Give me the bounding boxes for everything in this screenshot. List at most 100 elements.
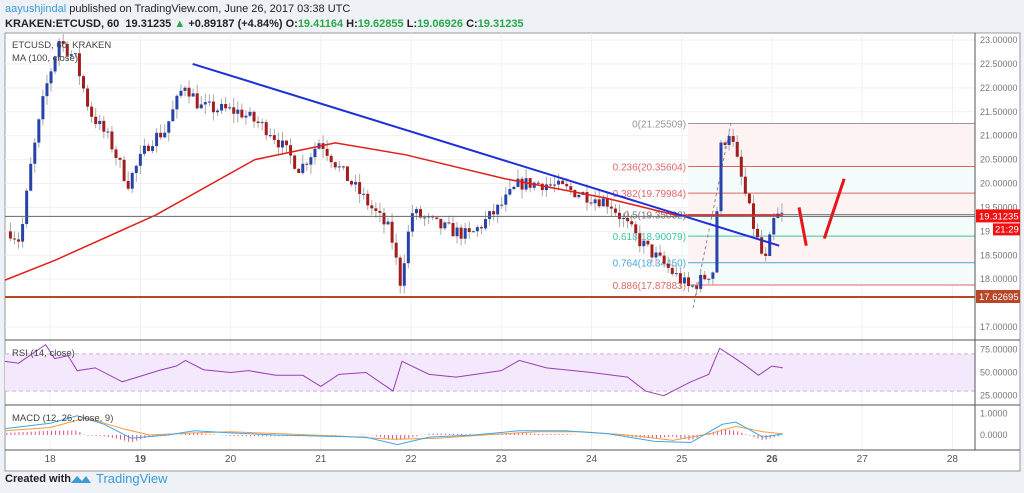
candle bbox=[739, 156, 743, 177]
candle bbox=[146, 145, 150, 151]
candle bbox=[703, 274, 707, 280]
candle bbox=[756, 228, 760, 238]
fib-zone bbox=[688, 236, 975, 263]
candle bbox=[670, 267, 674, 274]
candle bbox=[557, 180, 561, 185]
candle bbox=[25, 190, 29, 224]
candle bbox=[760, 237, 764, 254]
candle bbox=[73, 53, 77, 55]
candle bbox=[467, 228, 471, 232]
candle bbox=[622, 218, 626, 220]
candle bbox=[77, 53, 81, 77]
candle bbox=[646, 240, 650, 245]
tradingview-logo[interactable]: TradingView bbox=[70, 471, 168, 486]
y-tick-label: 19 bbox=[980, 226, 990, 236]
candle bbox=[354, 182, 358, 185]
candle bbox=[159, 132, 163, 138]
fib-zone bbox=[688, 166, 975, 194]
candle bbox=[45, 83, 49, 97]
countdown-tag bbox=[993, 223, 1020, 236]
candle bbox=[329, 155, 333, 163]
candle bbox=[707, 278, 711, 280]
candle bbox=[565, 184, 569, 187]
candle bbox=[41, 96, 45, 120]
candle bbox=[86, 88, 90, 107]
candle bbox=[151, 146, 155, 151]
candle bbox=[195, 93, 199, 109]
candle bbox=[687, 277, 691, 287]
author-link[interactable]: aayushjindal bbox=[5, 3, 67, 15]
candle bbox=[402, 263, 406, 286]
open-label: O: bbox=[285, 18, 298, 30]
last-price-tag bbox=[976, 209, 1020, 223]
candle bbox=[532, 182, 536, 188]
candle bbox=[723, 142, 727, 146]
rsi-tick-label: 50.00000 bbox=[980, 368, 1018, 378]
candle bbox=[520, 178, 524, 190]
y-tick-label: 21.50000 bbox=[980, 107, 1018, 117]
candle bbox=[642, 240, 646, 247]
low-value: 19.06926 bbox=[417, 18, 463, 30]
created-with: Created with bbox=[5, 473, 72, 485]
ma-line bbox=[4, 142, 783, 281]
candle bbox=[410, 213, 414, 232]
fib-level-label: 0.764(18.34450) bbox=[613, 259, 686, 270]
candle bbox=[443, 222, 447, 229]
candle bbox=[37, 119, 41, 143]
candle bbox=[695, 285, 699, 289]
high-label: H: bbox=[346, 18, 358, 30]
candle bbox=[536, 182, 540, 184]
fib-level-label: 0.618(18.90079) bbox=[613, 232, 686, 243]
candle bbox=[187, 87, 191, 97]
candle bbox=[691, 285, 695, 287]
fib-level-label: 0.236(20.35604) bbox=[613, 162, 686, 173]
candle bbox=[593, 199, 597, 204]
macd-tick-label: 1.0000 bbox=[980, 409, 1008, 419]
candle bbox=[597, 199, 601, 207]
candle bbox=[134, 165, 138, 173]
candle bbox=[309, 157, 313, 165]
candle bbox=[398, 257, 402, 286]
high-value: 19.62855 bbox=[357, 18, 404, 30]
rsi-tick-label: 75.00000 bbox=[980, 344, 1018, 354]
candle bbox=[504, 194, 508, 205]
candle bbox=[455, 227, 459, 237]
candle bbox=[451, 223, 455, 237]
candle bbox=[49, 71, 53, 84]
candle bbox=[248, 111, 252, 116]
x-tick-label: 25 bbox=[676, 454, 688, 465]
countdown-label: 21:29 bbox=[995, 224, 1019, 235]
close-value: 19.31235 bbox=[477, 18, 524, 30]
candle bbox=[658, 252, 662, 256]
macd-line bbox=[4, 415, 783, 446]
candle bbox=[61, 41, 65, 44]
fib-zone bbox=[688, 123, 975, 167]
candle bbox=[240, 109, 244, 118]
candle bbox=[439, 218, 443, 229]
candle bbox=[682, 277, 686, 284]
candle bbox=[293, 155, 297, 169]
candle bbox=[175, 95, 179, 110]
candle bbox=[349, 181, 353, 185]
x-tick-label: 21 bbox=[315, 454, 327, 465]
candle bbox=[666, 263, 670, 268]
x-tick-label: 24 bbox=[586, 454, 598, 465]
candle bbox=[419, 209, 423, 218]
candle bbox=[459, 227, 463, 239]
publish-info: published on TradingView.com, June 26, 2… bbox=[69, 3, 351, 15]
candle bbox=[386, 221, 390, 225]
y-tick-label: 18.50000 bbox=[980, 250, 1018, 260]
candle bbox=[325, 148, 329, 156]
candle bbox=[102, 120, 106, 132]
candle bbox=[512, 186, 516, 190]
x-tick-label: 20 bbox=[225, 454, 237, 465]
candle bbox=[264, 122, 268, 136]
candle bbox=[167, 121, 171, 133]
candle bbox=[228, 107, 232, 109]
candle bbox=[605, 198, 609, 207]
candle bbox=[366, 193, 370, 206]
y-tick-label: 20.00000 bbox=[980, 179, 1018, 189]
candle bbox=[333, 162, 337, 168]
fib-zone bbox=[688, 262, 975, 285]
